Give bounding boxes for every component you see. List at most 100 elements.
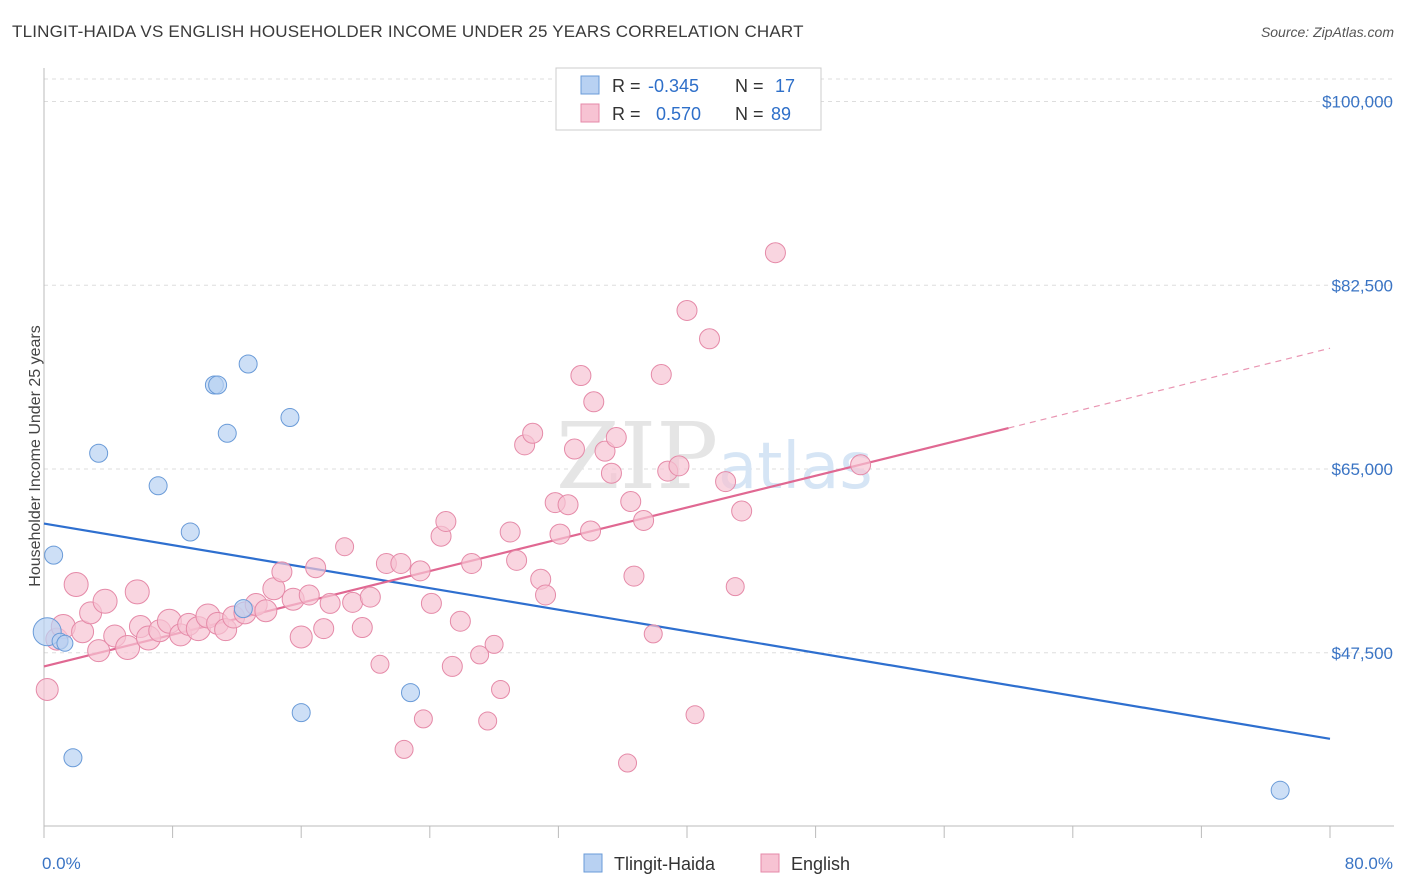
english-trend-extension <box>1008 347 1331 429</box>
english-point <box>435 511 457 532</box>
english-point <box>650 364 672 385</box>
english-point <box>725 577 745 597</box>
english-point <box>359 586 381 608</box>
legend-n-label-english: N = <box>735 104 764 124</box>
english-point <box>441 655 463 677</box>
english-point <box>570 365 592 387</box>
legend-r-label-tlingit: R = <box>612 76 641 96</box>
english-point <box>319 592 341 614</box>
legend-swatch-english <box>580 103 600 123</box>
english-point <box>87 639 111 663</box>
english-point <box>484 634 504 654</box>
english-point <box>563 438 585 460</box>
y-tick-label: $82,500 <box>1332 276 1393 295</box>
english-point <box>605 427 627 448</box>
english-point <box>668 455 690 477</box>
english-point <box>63 572 89 597</box>
watermark-zip: ZIP <box>556 403 718 510</box>
english-point <box>676 299 698 321</box>
y-tick-label: $100,000 <box>1322 93 1393 112</box>
legend-r-value-tlingit: -0.345 <box>648 76 699 96</box>
x-tick-labels: 0.0% 80.0% <box>42 854 1393 873</box>
stats-legend: R = -0.345 N = 17 R = 0.570 N = 89 <box>555 67 822 131</box>
legend-n-label-tlingit: N = <box>735 76 764 96</box>
tlingit-point <box>280 408 300 428</box>
chart-source: Source: ZipAtlas.com <box>1260 24 1394 40</box>
english-point <box>313 618 335 640</box>
english-point <box>580 520 602 542</box>
english-point <box>499 521 521 543</box>
chart-title: TLINGIT-HAIDA VS ENGLISH HOUSEHOLDER INC… <box>12 22 804 41</box>
english-point <box>618 753 638 773</box>
english-point <box>289 625 313 649</box>
tlingit-point <box>89 443 109 463</box>
english-point <box>623 565 645 587</box>
legend-n-value-english: 89 <box>771 104 791 124</box>
tlingit-trend-line <box>43 522 1331 740</box>
english-point <box>535 584 557 606</box>
y-axis-label: Householder Income Under 25 years <box>27 325 44 586</box>
english-point <box>715 471 737 493</box>
legend-n-value-tlingit: 17 <box>775 76 795 96</box>
legend-swatch-tlingit <box>580 75 600 95</box>
english-point <box>351 617 373 639</box>
english-point <box>557 494 579 516</box>
bottom-legend-swatch-tlingit <box>583 853 603 873</box>
english-point <box>643 624 663 644</box>
english-point <box>413 709 433 729</box>
axes <box>43 68 1394 838</box>
english-point <box>633 509 655 531</box>
x-tick-label-min: 0.0% <box>42 854 81 873</box>
english-point <box>35 678 59 701</box>
y-tick-label: $47,500 <box>1332 644 1393 663</box>
english-point <box>335 537 355 557</box>
tlingit-point <box>148 476 168 496</box>
english-point <box>594 440 616 462</box>
series-legend: Tlingit-Haida English <box>583 853 850 874</box>
english-point <box>305 557 327 579</box>
tlingit-point <box>180 522 200 542</box>
english-point <box>461 553 483 574</box>
tlingit-point <box>56 634 74 652</box>
english-point <box>850 454 872 476</box>
english-point <box>478 711 498 731</box>
bottom-legend-label-english: English <box>791 854 850 874</box>
english-point <box>271 561 293 583</box>
english-point <box>449 610 471 632</box>
tlingit-point <box>238 354 258 374</box>
english-point <box>409 560 431 582</box>
english-point <box>92 588 118 614</box>
english-point <box>764 242 786 264</box>
english-point <box>620 491 642 513</box>
english-point <box>549 523 571 545</box>
tlingit-point <box>217 423 237 443</box>
english-point <box>685 705 705 725</box>
english-point <box>124 579 150 605</box>
english-point <box>298 584 320 606</box>
english-point <box>470 645 490 665</box>
english-point <box>522 422 544 444</box>
tlingit-point <box>63 748 83 768</box>
english-point <box>370 654 390 674</box>
tlingit-point <box>1270 780 1290 800</box>
bottom-legend-label-tlingit: Tlingit-Haida <box>614 854 716 874</box>
data-points <box>32 242 1290 800</box>
english-point <box>390 553 412 574</box>
bottom-legend-swatch-english <box>760 853 780 873</box>
legend-r-value-english: 0.570 <box>656 104 701 124</box>
tlingit-point <box>208 375 228 395</box>
tlingit-point <box>44 545 64 565</box>
english-point <box>491 680 511 699</box>
english-point <box>254 599 278 623</box>
english-point <box>699 328 721 350</box>
english-point <box>583 391 605 413</box>
english-point <box>600 462 622 484</box>
tlingit-point <box>291 703 311 723</box>
english-point <box>420 592 442 614</box>
english-point <box>115 635 141 660</box>
english-point <box>506 549 528 571</box>
legend-r-label-english: R = <box>612 104 641 124</box>
english-point <box>394 739 414 759</box>
english-point <box>731 500 753 522</box>
